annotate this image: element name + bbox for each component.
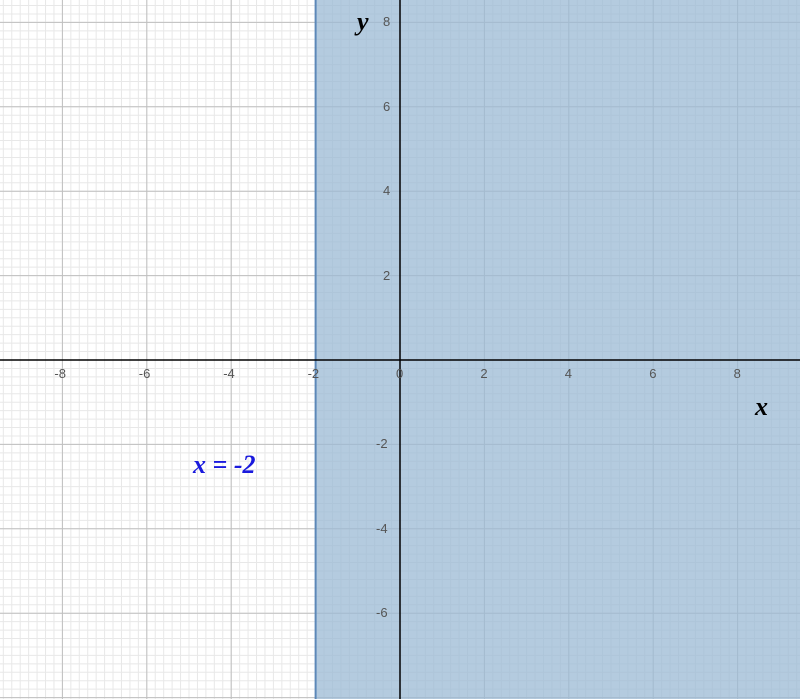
x-tick-label: -8	[54, 366, 66, 381]
x-tick-label: -6	[139, 366, 151, 381]
x-tick-label: -4	[223, 366, 235, 381]
x-axis-label: x	[755, 392, 768, 422]
x-tick-label: 6	[649, 366, 656, 381]
y-tick-label: 2	[383, 268, 390, 283]
y-tick-label: 4	[383, 183, 390, 198]
y-tick-label: -6	[376, 605, 388, 620]
x-tick-label: -2	[308, 366, 320, 381]
chart-svg	[0, 0, 800, 699]
y-tick-label: 8	[383, 14, 390, 29]
x-tick-label: 8	[734, 366, 741, 381]
inequality-chart: y x x = -2 -8 -6 -4 -2 0 2 4 6 8 -6 -4 -2 2 4 6 8	[0, 0, 800, 699]
x-tick-label: 4	[565, 366, 572, 381]
x-tick-label: 0	[396, 366, 403, 381]
y-tick-label: -2	[376, 436, 388, 451]
x-tick-label: 2	[480, 366, 487, 381]
y-tick-label: -4	[376, 521, 388, 536]
equation-label: x = -2	[193, 450, 255, 480]
y-axis-label: y	[357, 7, 369, 37]
y-tick-label: 6	[383, 99, 390, 114]
